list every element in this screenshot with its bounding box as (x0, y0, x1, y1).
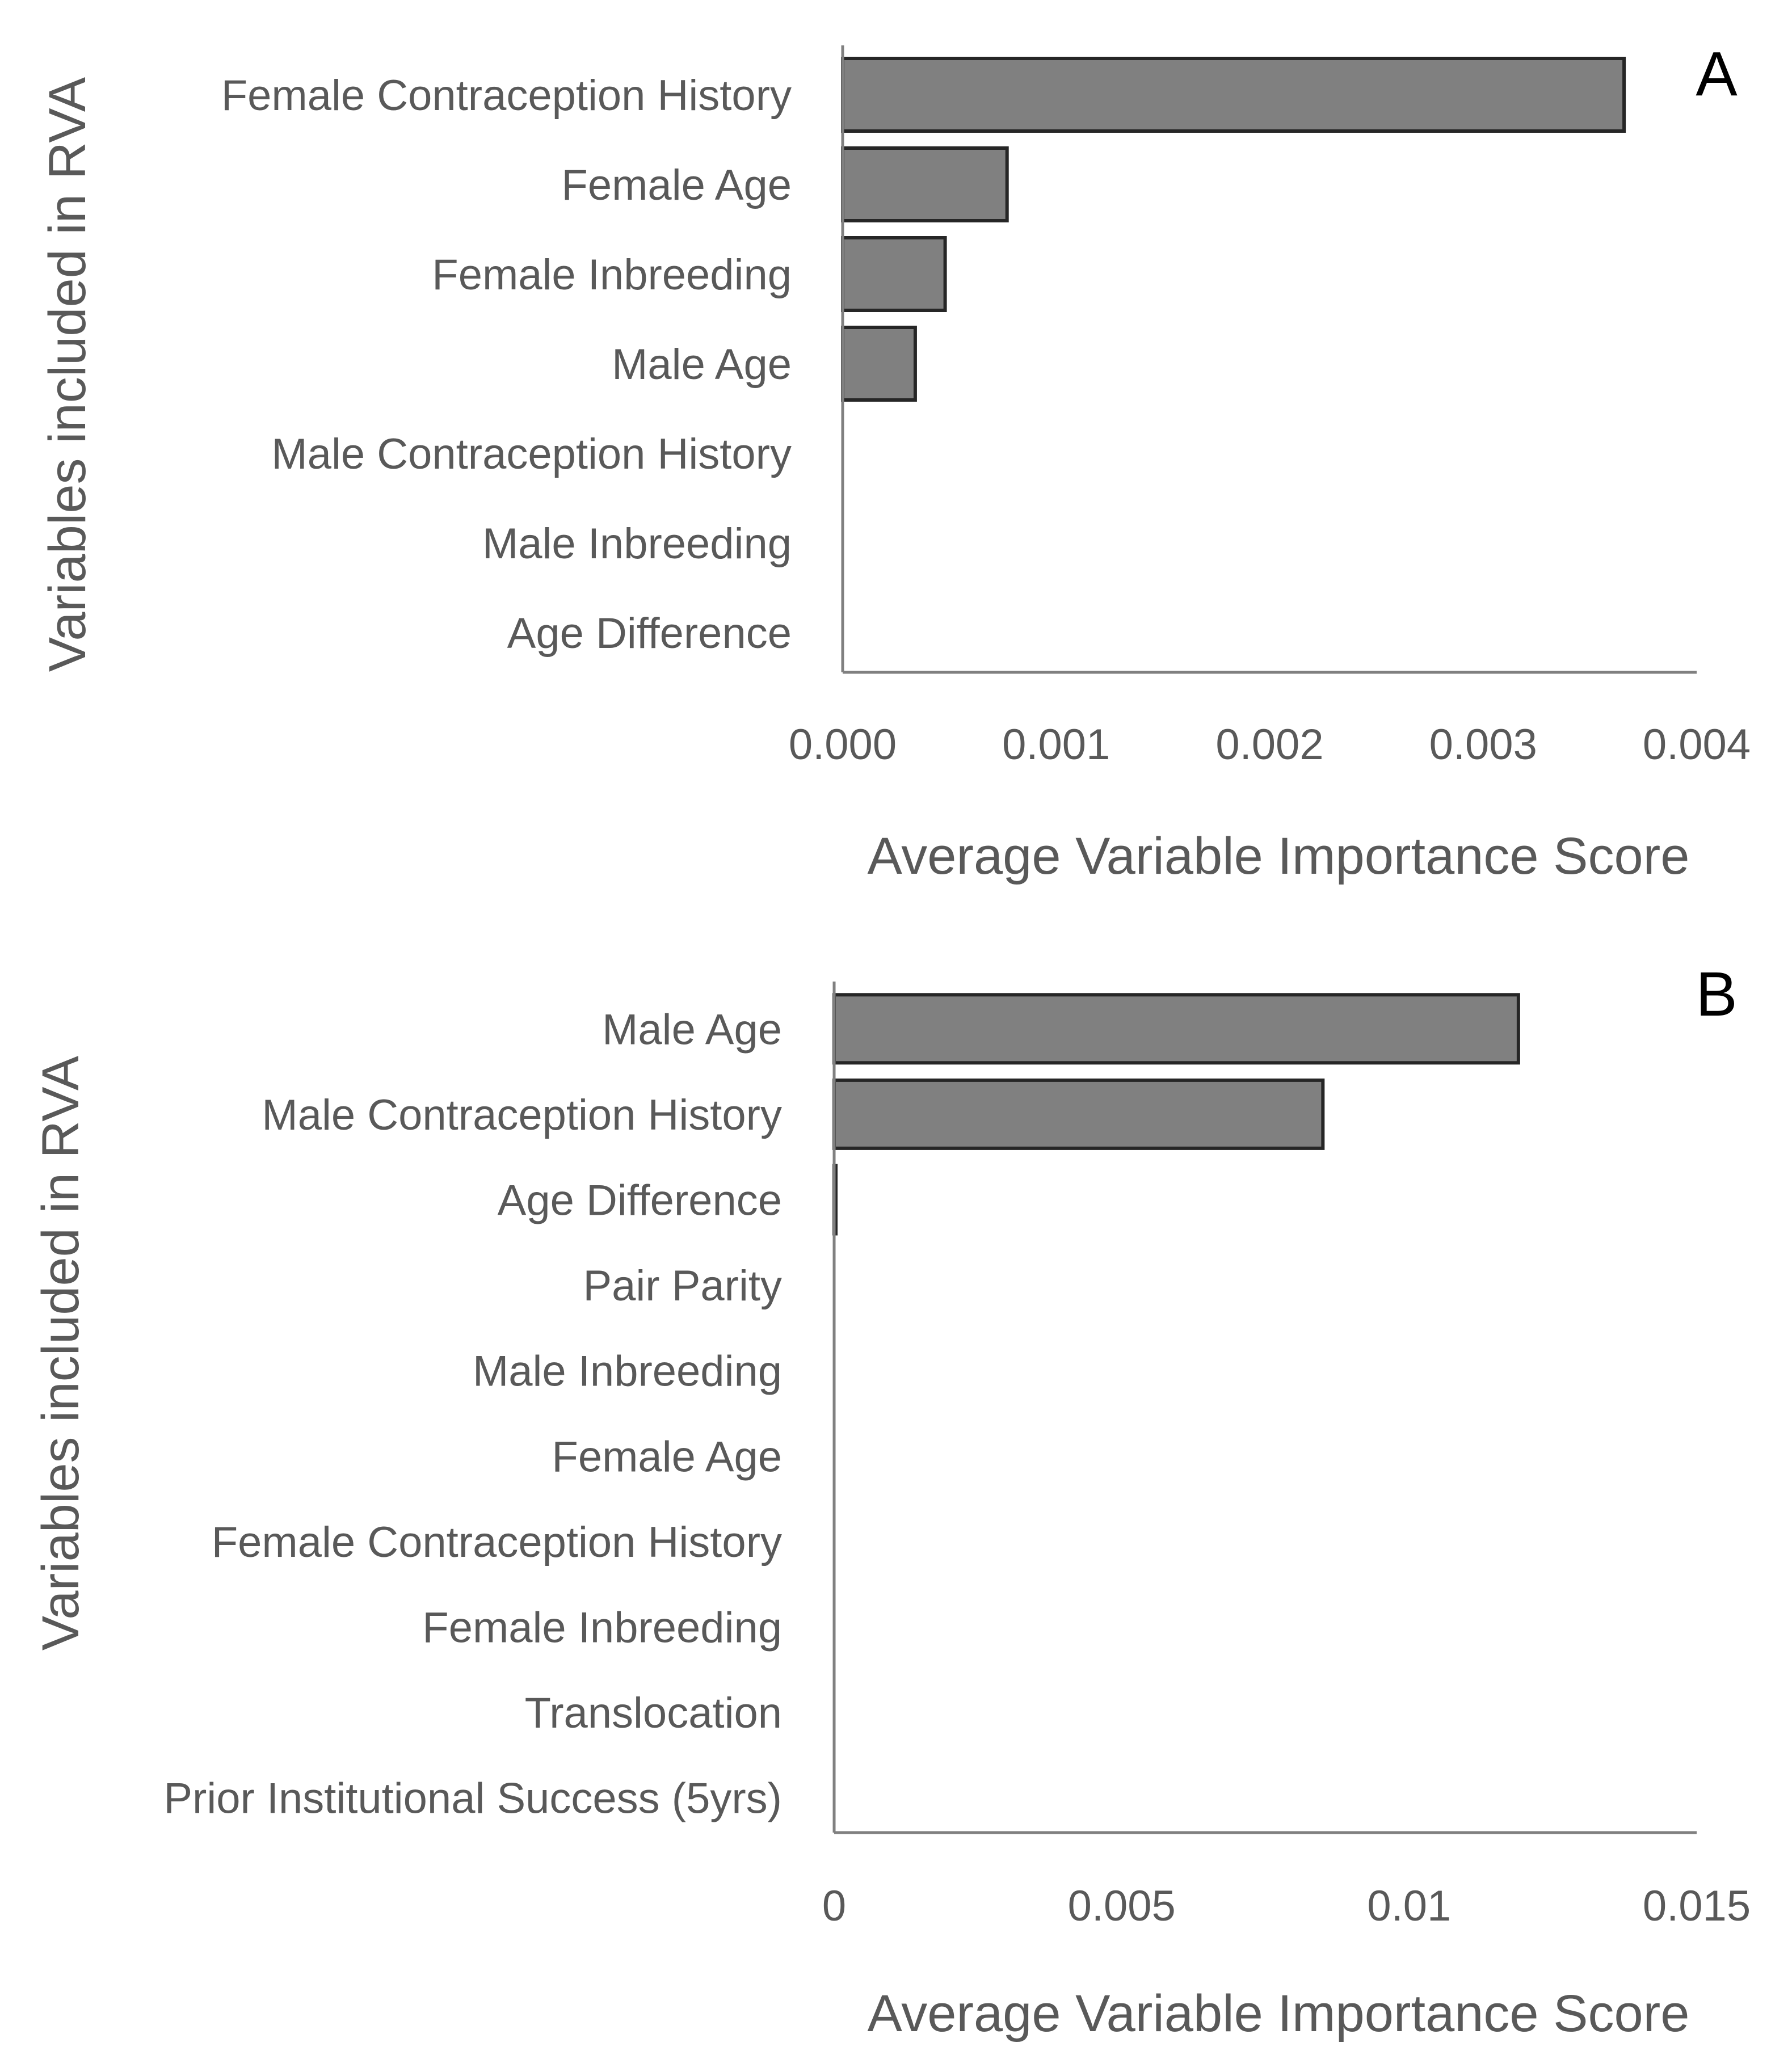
panel-b-x-tick-label: 0 (822, 1882, 846, 1930)
panel-b-category-label: Female Age (552, 1433, 782, 1481)
panel-b-x-tick-label: 0.005 (1068, 1882, 1176, 1930)
panel-a-x-axis-title: Average Variable Importance Score (868, 827, 1690, 885)
panel-b-category-label: Male Contraception History (262, 1091, 782, 1139)
panel-b-category-label: Translocation (525, 1689, 782, 1737)
panel-a-x-tick-label: 0.004 (1643, 721, 1751, 769)
panel-a-category-label: Female Contraception History (221, 71, 792, 120)
panel-b-category-label: Male Age (602, 1005, 782, 1054)
panel-b-category-label: Female Inbreeding (422, 1604, 782, 1652)
panel-a-x-tick-label: 0.001 (1002, 721, 1110, 769)
panel-b-category-label: Male Inbreeding (473, 1347, 782, 1396)
panel-a-category-label: Male Inbreeding (482, 520, 792, 568)
panel-b-category-label: Pair Parity (583, 1262, 782, 1310)
panel-b-bar (832, 993, 1520, 1065)
panel-a: Variables included in RVA A Female Contr… (39, 39, 1751, 885)
panel-a-plot-area: Female Contraception History Female Age Fe… (221, 45, 1751, 769)
panel-a-bar (841, 236, 947, 312)
panel-a-category-label: Female Age (561, 161, 792, 209)
panel-b-letter: B (1696, 959, 1737, 1029)
panel-a-x-tick-label: 0.002 (1215, 721, 1323, 769)
panel-a-y-axis-title: Variables included in RVA (39, 77, 96, 672)
panel-b-x-axis-title: Average Variable Importance Score (868, 1985, 1690, 2043)
panel-a-category-label: Age Difference (507, 609, 792, 658)
panel-b-y-axis-title: Variables included in RVA (32, 1055, 90, 1650)
panel-b-category-label: Prior Institutional Success (5yrs) (163, 1775, 782, 1823)
panel-a-bar (841, 326, 917, 402)
panel-b-plot-area: Male Age Male Contraception History Age Di… (163, 982, 1751, 1930)
panel-a-x-tick-label: 0.000 (789, 721, 897, 769)
panel-b: Variables included in RVA B Male AgeMale… (32, 959, 1751, 2043)
panel-a-bar (841, 146, 1009, 222)
panel-b-x-tick-label: 0.015 (1643, 1882, 1751, 1930)
panel-a-x-tick-label: 0.003 (1429, 721, 1537, 769)
panel-a-category-label: Male Age (612, 340, 792, 389)
panel-a-category-label: Female Inbreeding (432, 251, 792, 299)
panel-a-category-label: Male Contraception History (271, 430, 792, 478)
panel-b-bar (832, 1078, 1325, 1150)
panel-b-x-tick-label: 0.01 (1367, 1882, 1451, 1930)
panel-a-bar (841, 57, 1626, 133)
panel-b-category-label: Female Contraception History (212, 1518, 782, 1566)
panel-b-category-label: Age Difference (498, 1177, 782, 1225)
panel-a-letter: A (1696, 39, 1738, 109)
